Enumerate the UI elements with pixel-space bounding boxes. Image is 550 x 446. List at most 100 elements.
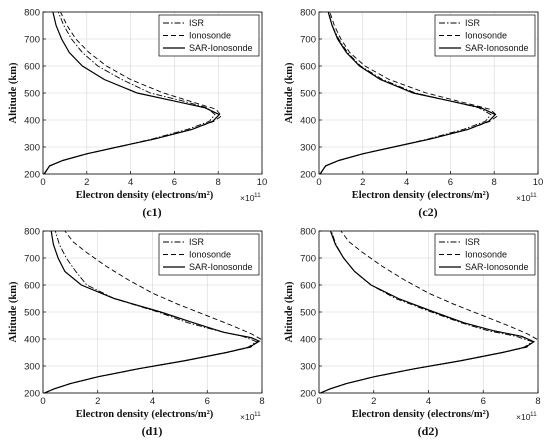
y-tick-label: 600 <box>300 61 316 72</box>
legend-label: ISR <box>189 237 205 247</box>
series-line-sar-ionosonde <box>319 12 497 174</box>
legend: ISR Ionosonde SAR-Ionosonde <box>434 233 536 276</box>
x-tick-label: 8 <box>535 396 540 407</box>
y-tick-label: 400 <box>300 334 316 345</box>
legend-label: SAR-Ionosonde <box>189 43 253 53</box>
legend-label: SAR-Ionosonde <box>465 262 529 272</box>
x-axis-multiplier: ×10 <box>516 412 531 422</box>
x-tick-label: 0 <box>316 396 321 407</box>
axes-frame <box>318 11 539 175</box>
x-axis-multiplier: ×10 <box>240 193 255 203</box>
legend: ISR Ionosonde SAR-Ionosonde <box>158 14 260 57</box>
legend-label: Ionosonde <box>189 31 231 41</box>
x-tick-label: 8 <box>216 177 221 188</box>
x-axis-multiplier: ×10 <box>240 412 255 422</box>
y-tick-label: 700 <box>300 253 316 264</box>
legend-label: Ionosonde <box>189 250 231 260</box>
x-tick-label: 8 <box>259 396 264 407</box>
x-axis-label: Electron density (electrons/m²) <box>352 190 490 201</box>
x-tick-label: 0 <box>40 396 45 407</box>
x-tick-label: 10 <box>257 177 268 188</box>
y-tick-label: 300 <box>24 361 40 372</box>
x-tick-label: 0 <box>316 177 321 188</box>
y-tick-label: 400 <box>24 115 40 126</box>
x-axis-multiplier-exponent: 11 <box>254 411 261 418</box>
y-tick-label: 700 <box>24 34 40 45</box>
legend-label: SAR-Ionosonde <box>189 262 253 272</box>
y-axis-label: Altitude (km) <box>284 281 295 342</box>
y-tick-label: 400 <box>300 115 316 126</box>
chart-panel: 0 2 4 6 8 10 200 300 400 500 600 700 800 ISR Ionosonde… <box>284 7 543 219</box>
x-tick-label: 6 <box>205 396 210 407</box>
y-tick-label: 600 <box>300 280 316 291</box>
y-tick-label: 800 <box>24 7 40 18</box>
y-axis-label: Altitude (km) <box>8 62 19 123</box>
y-tick-label: 800 <box>300 7 316 18</box>
x-tick-label: 6 <box>172 177 177 188</box>
legend: ISR Ionosonde SAR-Ionosonde <box>158 233 260 276</box>
chart-panel: 0 2 4 6 8 200 300 400 500 600 700 800 ISR Ionosonde SA… <box>8 226 265 438</box>
x-tick-label: 6 <box>481 396 486 407</box>
panel-label: (d2) <box>418 424 439 438</box>
y-tick-label: 300 <box>300 361 316 372</box>
panel-label: (c1) <box>142 205 161 219</box>
x-tick-label: 4 <box>426 396 431 407</box>
legend-label: Ionosonde <box>465 31 507 41</box>
y-tick-label: 200 <box>300 388 316 399</box>
axes-frame <box>42 230 263 394</box>
chart-panel: 0 2 4 6 8 200 300 400 500 600 700 800 ISR Ionosonde SA… <box>284 226 541 438</box>
chart-panel: 0 2 4 6 8 10 200 300 400 500 600 700 800 ISR Ionosonde… <box>8 7 267 219</box>
legend-label: ISR <box>465 18 481 28</box>
axes-frame <box>318 230 539 394</box>
x-axis-label: Electron density (electrons/m²) <box>76 190 214 201</box>
y-tick-label: 700 <box>300 34 316 45</box>
y-axis-label: Altitude (km) <box>284 62 295 123</box>
legend-label: Ionosonde <box>465 250 507 260</box>
y-tick-label: 700 <box>24 253 40 264</box>
series-line-isr <box>319 12 492 174</box>
x-axis-label: Electron density (electrons/m²) <box>352 409 490 420</box>
legend: ISR Ionosonde SAR-Ionosonde <box>434 14 536 57</box>
y-tick-label: 600 <box>24 61 40 72</box>
y-axis-label: Altitude (km) <box>8 281 19 342</box>
legend-label: ISR <box>189 18 205 28</box>
x-axis-label: Electron density (electrons/m²) <box>76 409 214 420</box>
panel-label: (d1) <box>142 424 163 438</box>
x-tick-label: 4 <box>404 177 409 188</box>
x-tick-label: 0 <box>40 177 45 188</box>
x-tick-label: 4 <box>150 396 155 407</box>
y-tick-label: 600 <box>24 280 40 291</box>
x-tick-label: 6 <box>448 177 453 188</box>
series-line-sar-ionosonde <box>44 231 261 393</box>
y-tick-label: 300 <box>300 142 316 153</box>
y-tick-label: 400 <box>24 334 40 345</box>
series-line-ionosonde <box>320 231 538 393</box>
y-tick-label: 500 <box>300 88 316 99</box>
legend-label: ISR <box>465 237 481 247</box>
series-line-ionosonde <box>44 231 262 393</box>
x-axis-multiplier-exponent: 11 <box>530 192 537 199</box>
x-tick-label: 2 <box>84 177 89 188</box>
y-tick-label: 500 <box>24 307 40 318</box>
x-axis-multiplier-exponent: 11 <box>254 192 261 199</box>
y-tick-label: 500 <box>300 307 316 318</box>
y-tick-label: 200 <box>300 169 316 180</box>
x-tick-label: 2 <box>95 396 100 407</box>
y-tick-label: 800 <box>300 226 316 237</box>
y-tick-label: 200 <box>24 388 40 399</box>
x-tick-label: 10 <box>533 177 544 188</box>
series-line-sar-ionosonde <box>43 12 221 174</box>
axes-frame <box>42 11 263 175</box>
legend-label: SAR-Ionosonde <box>465 43 529 53</box>
y-tick-label: 300 <box>24 142 40 153</box>
x-axis-multiplier: ×10 <box>516 193 531 203</box>
x-tick-label: 2 <box>371 396 376 407</box>
x-axis-multiplier-exponent: 11 <box>530 411 537 418</box>
y-tick-label: 800 <box>24 226 40 237</box>
panel-label: (c2) <box>418 205 437 219</box>
y-tick-label: 200 <box>24 169 40 180</box>
y-tick-label: 500 <box>24 88 40 99</box>
x-tick-label: 4 <box>128 177 133 188</box>
series-line-sar-ionosonde <box>320 231 536 393</box>
